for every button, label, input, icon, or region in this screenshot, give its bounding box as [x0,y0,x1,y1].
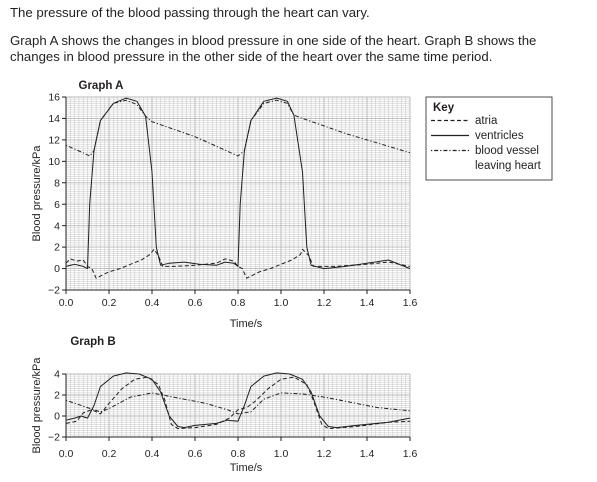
key: Key atria ventricles blood vessel leaving he… [425,96,553,181]
x-tick-label: 1.4 [360,297,375,309]
x-tick-label: 0.2 [102,297,117,309]
y-tick-label: 2 [54,390,60,402]
key-label: blood vessel [475,145,539,157]
x-tick-label: 0.2 [102,448,117,460]
series-atria-line [65,248,411,279]
y-tick-label: 12 [48,134,60,146]
y-tick-label: 4 [54,220,60,232]
x-tick-label: 1.6 [403,448,418,460]
key-frame [425,96,553,181]
x-tick-label: 1.6 [403,297,418,309]
x-tick-label: 1.2 [317,297,332,309]
y-axis-label: Blood pressure/kPa [31,357,43,454]
x-tick-label: 0.0 [59,297,74,309]
x-axis-label: Time/s [230,462,263,474]
graph-title: Graph A [79,80,124,92]
x-tick-label: 0.8 [231,297,246,309]
x-tick-label: 0.8 [231,448,246,460]
x-tick-label: 0.6 [188,448,203,460]
x-tick-label: 1.0 [274,297,289,309]
key-label-line2: leaving heart [475,160,542,172]
graph-b: −2 0 2 4 0.0 0.2 0.4 0.6 0.8 1.0 1.2 1.4 1.6 Graph B T… [31,336,417,474]
series-blood-line [65,392,411,415]
y-tick-label: 4 [54,369,60,381]
x-tick-label: 1.4 [360,448,375,460]
y-tick-label: 8 [54,177,60,189]
x-tick-label: 0.6 [188,297,203,309]
y-tick-label: 2 [54,242,60,254]
y-tick-label: 6 [54,199,60,211]
y-axis-label: Blood pressure/kPa [31,145,43,242]
x-tick-label: 0.4 [145,297,160,309]
x-axis-label: Time/s [230,318,263,330]
description-text: Graph A shows the changes in blood press… [10,33,537,64]
y-tick-label: 0 [54,263,60,275]
intro-text: The pressure of the blood passing throug… [10,5,370,20]
series-atria-line [65,376,411,430]
y-tick-label: 10 [48,156,60,168]
graph-title: Graph B [70,336,115,348]
x-tick-label: 0.0 [59,448,74,460]
y-tick-label: 14 [48,113,60,125]
key-label: ventricles [475,130,524,142]
x-tick-label: 0.4 [145,448,160,460]
grid [65,96,411,291]
grid [65,373,411,438]
x-tick-label: 1.0 [274,448,289,460]
series-ventricles-line [65,372,411,429]
key-label: atria [475,115,498,127]
x-tick-label: 1.2 [317,448,332,460]
y-tick-label: −2 [48,285,60,297]
y-tick-label: −2 [48,432,60,444]
graph-a: −2 0 2 4 6 8 10 12 14 16 0.0 0.2 0.4 0.6 0.8 1.0 1.2 1.4 1… [31,80,417,330]
y-tick-label: 16 [48,92,60,104]
key-title: Key [433,102,455,114]
y-tick-label: 0 [54,411,60,423]
